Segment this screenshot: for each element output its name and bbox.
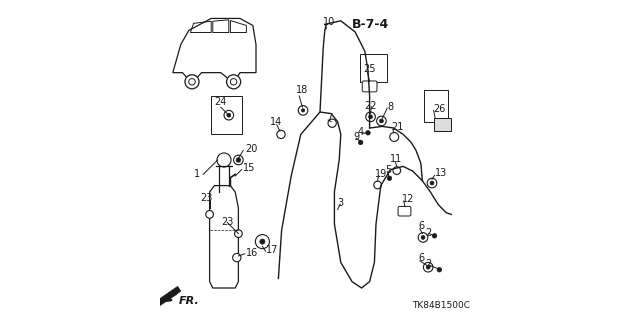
- Circle shape: [428, 178, 437, 188]
- FancyBboxPatch shape: [398, 206, 411, 216]
- FancyBboxPatch shape: [360, 54, 387, 82]
- Circle shape: [366, 112, 376, 122]
- Text: TK84B1500C: TK84B1500C: [412, 301, 470, 310]
- Text: 1: 1: [193, 169, 200, 180]
- Text: 14: 14: [270, 117, 283, 127]
- Text: 3: 3: [338, 198, 344, 208]
- Circle shape: [374, 181, 381, 189]
- Text: 8: 8: [387, 101, 394, 112]
- Text: 24: 24: [214, 97, 227, 108]
- Circle shape: [437, 268, 442, 272]
- Circle shape: [376, 116, 387, 126]
- Text: 13: 13: [435, 168, 447, 178]
- Text: 15: 15: [243, 163, 255, 173]
- FancyBboxPatch shape: [211, 96, 242, 134]
- Circle shape: [236, 158, 241, 162]
- Circle shape: [255, 235, 269, 249]
- Text: 10: 10: [323, 17, 335, 27]
- Circle shape: [277, 130, 285, 139]
- Text: 7: 7: [326, 113, 333, 124]
- Text: 20: 20: [245, 144, 257, 154]
- Text: 18: 18: [296, 85, 308, 95]
- Circle shape: [328, 119, 337, 127]
- Circle shape: [393, 167, 401, 174]
- Text: 23: 23: [221, 217, 233, 228]
- Text: B-7-4: B-7-4: [352, 18, 389, 31]
- Circle shape: [426, 265, 430, 269]
- Circle shape: [301, 109, 305, 112]
- Text: 6: 6: [419, 252, 425, 263]
- Text: 21: 21: [391, 122, 403, 132]
- Text: 19: 19: [375, 169, 387, 180]
- Text: 6: 6: [419, 220, 425, 231]
- FancyBboxPatch shape: [362, 81, 377, 92]
- Circle shape: [419, 233, 428, 242]
- Circle shape: [358, 140, 363, 145]
- Circle shape: [233, 253, 241, 262]
- Circle shape: [366, 131, 370, 135]
- Text: 23: 23: [200, 193, 212, 204]
- Circle shape: [424, 262, 433, 272]
- FancyBboxPatch shape: [434, 118, 451, 131]
- Circle shape: [380, 119, 383, 123]
- Text: 5: 5: [385, 164, 392, 175]
- Text: 2: 2: [425, 228, 431, 238]
- Polygon shape: [157, 286, 181, 306]
- Text: 17: 17: [266, 244, 278, 255]
- Circle shape: [387, 176, 392, 180]
- Circle shape: [217, 153, 231, 167]
- Text: 11: 11: [390, 154, 403, 164]
- Circle shape: [433, 234, 437, 238]
- Circle shape: [234, 155, 243, 165]
- Circle shape: [230, 79, 237, 85]
- Circle shape: [369, 115, 372, 119]
- Text: 4: 4: [358, 127, 364, 137]
- Text: 22: 22: [364, 100, 377, 111]
- Text: 16: 16: [246, 248, 259, 258]
- Text: 2: 2: [425, 259, 431, 269]
- Circle shape: [260, 239, 265, 244]
- Text: 25: 25: [364, 64, 376, 74]
- Text: 9: 9: [354, 132, 360, 142]
- Circle shape: [430, 181, 434, 185]
- Text: FR.: FR.: [179, 296, 200, 306]
- Circle shape: [227, 113, 231, 117]
- Circle shape: [227, 75, 241, 89]
- Text: 26: 26: [434, 104, 446, 114]
- FancyBboxPatch shape: [424, 90, 448, 122]
- Circle shape: [206, 211, 214, 218]
- Circle shape: [224, 110, 234, 120]
- Text: 12: 12: [402, 194, 414, 204]
- Circle shape: [185, 75, 199, 89]
- Circle shape: [189, 79, 195, 85]
- Circle shape: [421, 236, 425, 239]
- Circle shape: [390, 132, 399, 141]
- Circle shape: [235, 230, 243, 237]
- Circle shape: [298, 106, 308, 115]
